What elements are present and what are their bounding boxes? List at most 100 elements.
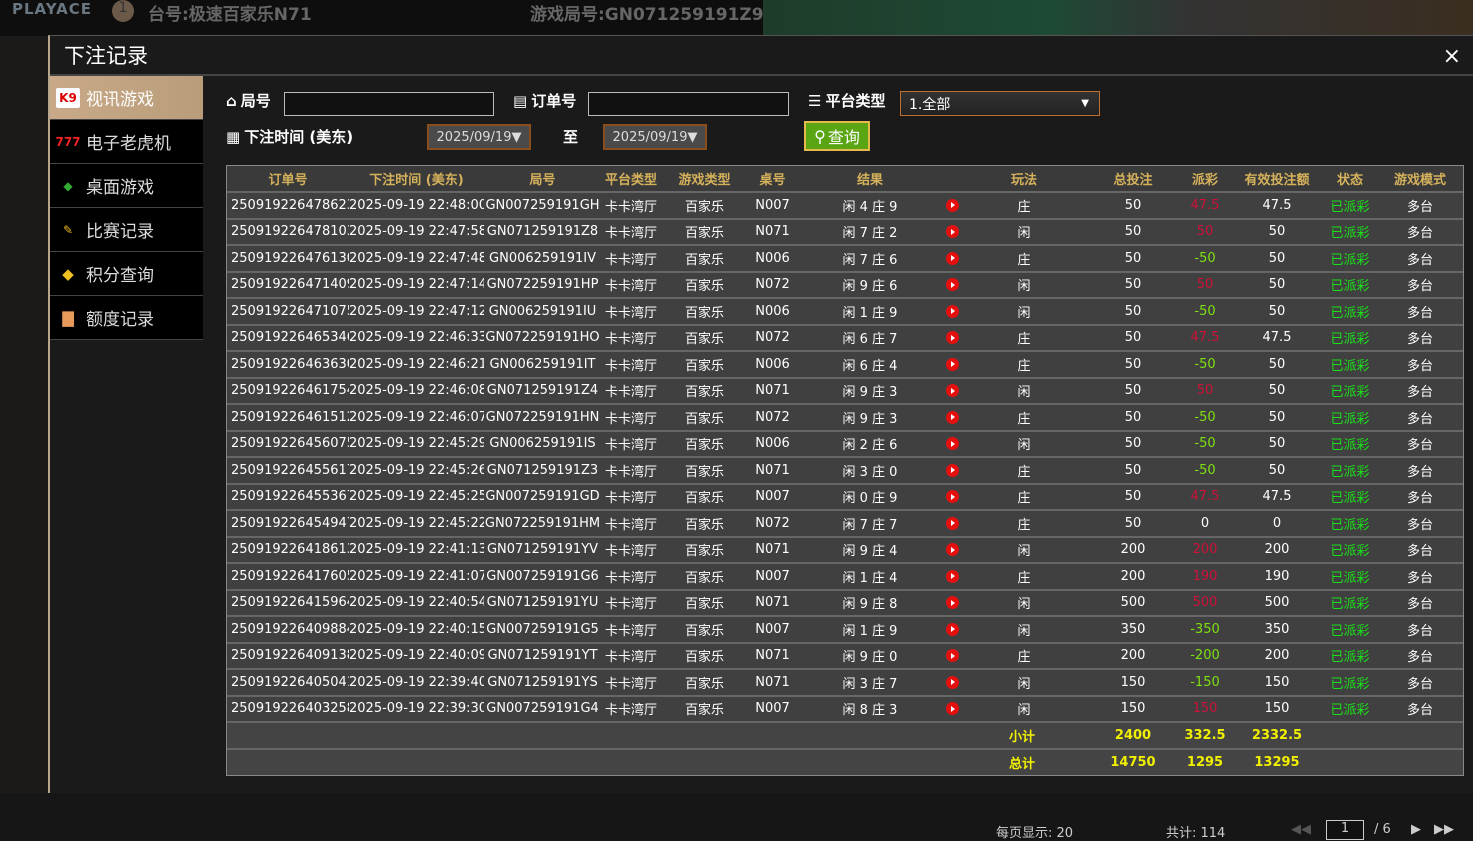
replay-cell[interactable] <box>943 456 961 484</box>
platform-cell: 卡卡湾厅 <box>601 429 661 457</box>
result-cell: 闲 0 庄 9 <box>797 482 943 510</box>
order-input[interactable] <box>588 92 789 116</box>
result-cell: 闲 9 庄 6 <box>797 270 943 298</box>
round-id-cell: GN006259191IT <box>484 350 601 378</box>
table-row: 250919226463630 2025-09-19 22:46:21 GN0062… <box>227 350 1463 378</box>
bet-type-cell: 庄 <box>961 482 1087 510</box>
status-cell: 已派彩 <box>1323 244 1377 272</box>
play-video-icon[interactable] <box>945 490 959 504</box>
play-video-icon[interactable] <box>945 331 959 345</box>
date-from-picker[interactable]: 2025/09/19▼ <box>427 124 531 150</box>
menu-item-points[interactable]: ◆ 积分查询 <box>50 252 203 296</box>
first-page-icon[interactable]: ◀◀ <box>1291 822 1311 837</box>
play-video-icon[interactable] <box>945 622 959 636</box>
play-video-icon[interactable] <box>945 198 959 212</box>
replay-cell[interactable] <box>943 244 961 272</box>
replay-cell[interactable] <box>943 562 961 590</box>
play-video-icon[interactable] <box>945 225 959 239</box>
menu-item-table-games[interactable]: ◆ 桌面游戏 <box>50 164 203 208</box>
play-video-icon[interactable] <box>945 410 959 424</box>
bet-time-cell: 2025-09-19 22:45:22 <box>349 509 484 537</box>
game-type-cell: 百家乐 <box>661 244 748 272</box>
bet-type-cell: 闲 <box>961 668 1087 696</box>
close-icon[interactable]: × <box>1442 44 1461 69</box>
replay-cell[interactable] <box>943 615 961 643</box>
table-no-cell: N007 <box>748 482 797 510</box>
bet-type-cell: 庄 <box>961 191 1087 219</box>
play-video-icon[interactable] <box>945 675 959 689</box>
replay-cell[interactable] <box>943 217 961 245</box>
replay-cell[interactable] <box>943 482 961 510</box>
game-sidebar <box>0 36 48 793</box>
menu-item-credit-records[interactable]: ▇ 额度记录 <box>50 296 203 340</box>
table-no-cell: N071 <box>748 376 797 404</box>
table-no-cell: N007 <box>748 562 797 590</box>
play-video-icon[interactable] <box>945 278 959 292</box>
play-video-icon[interactable] <box>945 543 959 557</box>
replay-cell[interactable] <box>943 350 961 378</box>
menu-item-slots[interactable]: 777 电子老虎机 <box>50 120 203 164</box>
replay-cell[interactable] <box>943 403 961 431</box>
replay-cell[interactable] <box>943 297 961 325</box>
valid-bet-cell: 50 <box>1231 244 1323 272</box>
query-button[interactable]: ⚲ 查询 <box>804 121 870 151</box>
replay-cell[interactable] <box>943 191 961 219</box>
replay-cell[interactable] <box>943 429 961 457</box>
next-page-icon[interactable]: ▶ <box>1411 822 1421 837</box>
cards-icon: K9 <box>56 87 80 108</box>
play-video-icon[interactable] <box>945 251 959 265</box>
play-video-icon[interactable] <box>945 649 959 663</box>
round-id-cell: GN006259191IV <box>484 244 601 272</box>
replay-cell[interactable] <box>943 668 961 696</box>
bet-time-cell: 2025-09-19 22:46:07 <box>349 403 484 431</box>
game-type-cell: 百家乐 <box>661 588 748 616</box>
play-video-icon[interactable] <box>945 516 959 530</box>
replay-cell[interactable] <box>943 376 961 404</box>
replay-cell[interactable] <box>943 323 961 351</box>
play-video-icon[interactable] <box>945 304 959 318</box>
menu-label: 额度记录 <box>86 310 154 330</box>
replay-cell[interactable] <box>943 588 961 616</box>
play-video-icon[interactable] <box>945 384 959 398</box>
status-cell: 已派彩 <box>1323 509 1377 537</box>
menu-item-live-games[interactable]: K9 视讯游戏 <box>50 76 203 120</box>
play-video-icon[interactable] <box>945 702 959 716</box>
game-type-cell: 百家乐 <box>661 615 748 643</box>
clipboard-icon: ▤ <box>513 91 528 110</box>
valid-bet-cell: 350 <box>1231 615 1323 643</box>
round-input[interactable] <box>284 92 494 116</box>
game-mode-cell: 多台 <box>1377 456 1463 484</box>
bet-time-cell: 2025-09-19 22:46:08 <box>349 376 484 404</box>
platform-select[interactable]: 1.全部 ▼ <box>900 91 1100 116</box>
table-no-cell: N007 <box>748 694 797 722</box>
total-bet-cell: 200 <box>1087 535 1179 563</box>
order-id-cell: 250919226456075 <box>227 429 349 457</box>
play-video-icon[interactable] <box>945 463 959 477</box>
date-to-picker[interactable]: 2025/09/19▼ <box>603 124 707 150</box>
play-video-icon[interactable] <box>945 357 959 371</box>
replay-cell[interactable] <box>943 694 961 722</box>
column-header: 下注时间 (美东) <box>349 166 484 192</box>
page-input[interactable]: 1 <box>1326 820 1364 840</box>
replay-cell[interactable] <box>943 535 961 563</box>
result-cell: 闲 9 庄 4 <box>797 535 943 563</box>
round-id-cell: GN007259191GH <box>484 191 601 219</box>
game-mode-cell: 多台 <box>1377 641 1463 669</box>
bet-records-table: 订单号 下注时间 (美东) 局号 平台类型 游戏类型 桌号 结果 玩法 总投注 派彩 有效投注额 状态… <box>226 165 1464 776</box>
last-page-icon[interactable]: ▶▶ <box>1434 822 1454 837</box>
game-type-cell: 百家乐 <box>661 668 748 696</box>
play-video-icon[interactable] <box>945 596 959 610</box>
menu-label: 积分查询 <box>86 266 154 286</box>
menu-item-match-records[interactable]: ✎ 比赛记录 <box>50 208 203 252</box>
play-video-icon[interactable] <box>945 569 959 583</box>
game-mode-cell: 多台 <box>1377 350 1463 378</box>
play-video-icon[interactable] <box>945 437 959 451</box>
round-id-cell: GN071259191Z3 <box>484 456 601 484</box>
replay-cell[interactable] <box>943 641 961 669</box>
subtotal-payout-cell: 332.5 <box>1179 721 1231 749</box>
replay-cell[interactable] <box>943 270 961 298</box>
round-id-cell: GN071259191YS <box>484 668 601 696</box>
bet-type-cell: 闲 <box>961 376 1087 404</box>
replay-cell[interactable] <box>943 509 961 537</box>
table-no-cell: N072 <box>748 403 797 431</box>
